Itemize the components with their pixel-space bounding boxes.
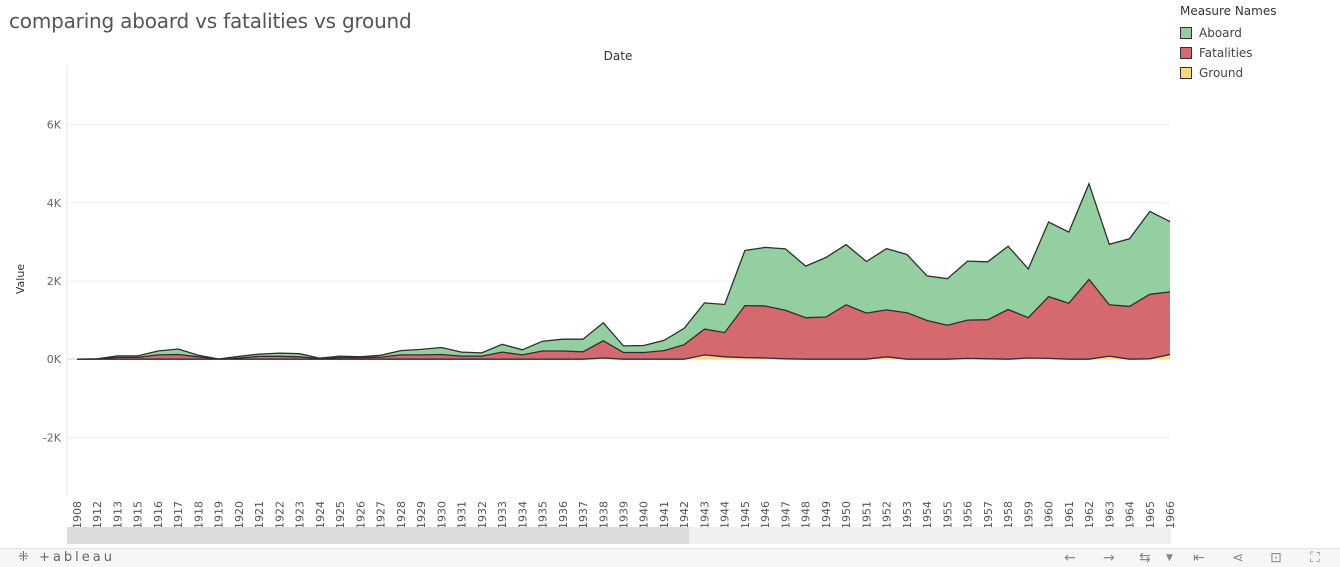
legend-swatch-aboard: [1180, 27, 1192, 39]
area-fatalities: [77, 279, 1170, 360]
fullscreen-icon[interactable]: ⛶: [1310, 550, 1320, 566]
x-tick-label-1933: 1933: [496, 501, 509, 529]
legend-swatch-fatalities: [1180, 47, 1192, 59]
x-tick-label-1927: 1927: [375, 501, 388, 529]
x-tick-label-1949: 1949: [820, 501, 833, 529]
revert-icon[interactable]: ⇆: [1139, 550, 1151, 566]
x-tick-label-1916: 1916: [152, 501, 165, 529]
x-tick-label-1935: 1935: [537, 501, 550, 529]
x-tick-label-1945: 1945: [739, 501, 752, 529]
x-tick-label-1960: 1960: [1043, 501, 1056, 529]
column-header-date: Date: [604, 49, 633, 63]
x-tick-label-1913: 1913: [112, 501, 125, 529]
x-tick-label-1930: 1930: [435, 501, 448, 529]
x-tick-label-1946: 1946: [759, 501, 772, 529]
download-icon[interactable]: ⊡: [1270, 550, 1282, 566]
x-tick-label-1929: 1929: [415, 501, 428, 529]
x-tick-label-1965: 1965: [1144, 501, 1157, 529]
legend-label-ground: Ground: [1199, 66, 1244, 80]
x-tick-label-1908: 1908: [71, 501, 84, 529]
x-tick-label-1959: 1959: [1022, 501, 1035, 529]
x-tick-label-1964: 1964: [1124, 501, 1137, 529]
tableau-logo-text: +ableau: [39, 550, 115, 565]
x-tick-label-1963: 1963: [1103, 501, 1116, 529]
x-tick-label-1951: 1951: [860, 501, 873, 529]
y-tick-label-3: 4K: [47, 197, 62, 210]
legend-label-fatalities: Fatalities: [1199, 46, 1253, 60]
x-tick-label-1936: 1936: [557, 501, 570, 529]
x-tick-label-1958: 1958: [1002, 501, 1015, 529]
undo-icon[interactable]: ←: [1064, 550, 1076, 566]
x-tick-label-1941: 1941: [658, 501, 671, 529]
x-tick-label-1942: 1942: [678, 501, 691, 529]
y-tick-label-4: 6K: [47, 119, 62, 132]
x-tick-label-1940: 1940: [638, 501, 651, 529]
legend-item-ground[interactable]: Ground: [1180, 63, 1276, 83]
x-tick-label-1928: 1928: [395, 501, 408, 529]
x-tick-label-1939: 1939: [618, 501, 631, 529]
share-icon[interactable]: ⋖: [1232, 550, 1244, 566]
x-tick-label-1922: 1922: [273, 501, 286, 529]
x-tick-label-1966: 1966: [1164, 501, 1177, 529]
x-tick-label-1918: 1918: [192, 501, 205, 529]
y-tick-label-2: 2K: [47, 275, 62, 288]
y-axis-title: Value: [14, 264, 27, 294]
x-tick-label-1961: 1961: [1063, 501, 1076, 529]
series-line-ground: [77, 353, 1171, 360]
x-tick-label-1921: 1921: [253, 501, 266, 529]
redo-icon[interactable]: →: [1103, 550, 1115, 566]
x-tick-label-1920: 1920: [233, 501, 246, 529]
x-tick-label-1925: 1925: [334, 501, 347, 529]
x-tick-label-1948: 1948: [800, 501, 813, 529]
x-tick-label-1953: 1953: [901, 501, 914, 529]
series-line-fatalities: [76, 278, 1171, 360]
y-tick-label-0: -2K: [43, 431, 62, 444]
x-tick-label-1937: 1937: [577, 501, 590, 529]
x-tick-label-1912: 1912: [91, 501, 104, 529]
x-tick-label-1917: 1917: [172, 501, 185, 529]
legend-title: Measure Names: [1180, 4, 1277, 18]
tableau-logo: ⁜ +ableau: [18, 550, 115, 565]
tableau-toolbar: ⁜ +ableau ← → ⇆ ▼ ⇤ ⋖ ⊡ ⛶: [0, 548, 1340, 567]
legend-item-aboard[interactable]: Aboard: [1180, 23, 1276, 43]
x-tick-label-1947: 1947: [779, 501, 792, 529]
legend-swatch-ground: [1180, 67, 1192, 79]
x-tick-label-1931: 1931: [456, 501, 469, 529]
x-tick-label-1924: 1924: [314, 501, 327, 529]
x-tick-label-1962: 1962: [1083, 501, 1096, 529]
x-tick-label-1934: 1934: [516, 501, 529, 529]
chart-title: comparing aboard vs fatalities vs ground: [9, 9, 412, 33]
x-tick-label-1943: 1943: [699, 501, 712, 529]
refresh-icon[interactable]: ⇤: [1193, 550, 1205, 566]
x-tick-label-1915: 1915: [132, 501, 145, 529]
revert-dropdown-icon[interactable]: ▼: [1166, 553, 1173, 563]
legend: Measure Names Aboard Fatalities Ground: [1180, 4, 1276, 83]
x-tick-label-1944: 1944: [719, 501, 732, 529]
x-tick-label-1938: 1938: [597, 501, 610, 529]
legend-item-fatalities[interactable]: Fatalities: [1180, 43, 1276, 63]
x-tick-label-1919: 1919: [213, 501, 226, 529]
x-tick-label-1950: 1950: [840, 501, 853, 529]
x-tick-label-1954: 1954: [921, 501, 934, 529]
x-tick-label-1956: 1956: [962, 501, 975, 529]
x-tick-label-1952: 1952: [881, 501, 894, 529]
y-tick-label-1: 0K: [47, 353, 62, 366]
x-tick-label-1957: 1957: [982, 501, 995, 529]
horizontal-scrollbar-thumb[interactable]: [67, 527, 689, 544]
area-chart: Date Value -2K 0K 2K 4K 6K 1908 1912 1913 1915 1…: [14, 49, 1177, 544]
x-tick-label-1923: 1923: [294, 501, 307, 529]
x-tick-label-1955: 1955: [941, 501, 954, 529]
x-tick-label-1926: 1926: [354, 501, 367, 529]
series-line-aboard: [76, 181, 1171, 360]
legend-label-aboard: Aboard: [1199, 26, 1242, 40]
x-tick-label-1932: 1932: [476, 501, 489, 529]
tableau-logo-icon: ⁜: [18, 550, 32, 565]
